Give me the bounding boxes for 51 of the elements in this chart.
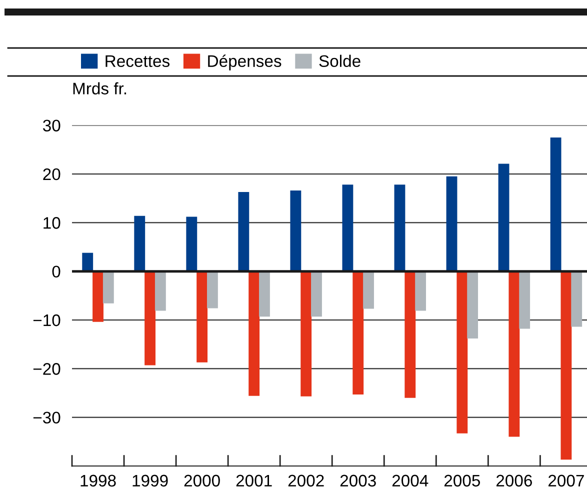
y-axis-title: Mrds fr.: [73, 82, 126, 94]
x-tick-label: 2001: [236, 474, 272, 487]
y-tick-label: 0: [52, 266, 60, 278]
bar: [519, 271, 530, 329]
bar: [144, 271, 156, 366]
bar: [102, 271, 114, 304]
bar: [363, 271, 374, 309]
y-tick-label: −30: [33, 412, 60, 424]
bar: [456, 271, 468, 434]
x-tick-label: 1998: [80, 474, 116, 487]
legend-label: Dépenses: [208, 54, 282, 70]
y-tick-label: 20: [43, 168, 60, 180]
bar: [560, 271, 572, 460]
bar: [82, 252, 94, 272]
x-tick-label: 2003: [340, 474, 376, 487]
x-tick-label: 2006: [496, 474, 532, 487]
bar: [342, 184, 354, 272]
bar: [206, 271, 218, 308]
y-tick-label: 30: [42, 120, 60, 132]
bar: [300, 271, 312, 396]
x-tick-label: 2004: [392, 474, 428, 487]
y-tick-label: −20: [33, 363, 60, 375]
bar: [508, 271, 520, 437]
bar: [259, 271, 270, 317]
x-tick-label: 2000: [184, 474, 220, 487]
bar: [415, 271, 426, 311]
x-tick-label: 2005: [444, 474, 480, 487]
bar: [446, 176, 458, 272]
bar: [550, 137, 562, 272]
bar: [134, 216, 146, 272]
bar: [311, 271, 322, 317]
bar: [498, 164, 510, 272]
bar: [196, 271, 208, 362]
bar: [394, 184, 406, 272]
x-tick-label: 2002: [288, 474, 324, 487]
y-tick-label: 10: [44, 217, 60, 229]
y-tick-label: −10: [33, 314, 60, 326]
bar: [467, 271, 478, 338]
bar: [154, 271, 166, 311]
legend-label: Recettes: [106, 55, 170, 68]
bar: [571, 271, 582, 327]
bar: [92, 271, 104, 322]
legend-label: Solde: [319, 54, 360, 68]
x-tick-label: 2007: [548, 474, 584, 487]
bar: [238, 192, 250, 272]
x-tick-label: 1999: [132, 474, 168, 487]
bar: [404, 271, 416, 398]
bar: [248, 271, 260, 396]
bar: [186, 216, 198, 272]
bar: [352, 271, 364, 394]
bar: [290, 190, 302, 272]
